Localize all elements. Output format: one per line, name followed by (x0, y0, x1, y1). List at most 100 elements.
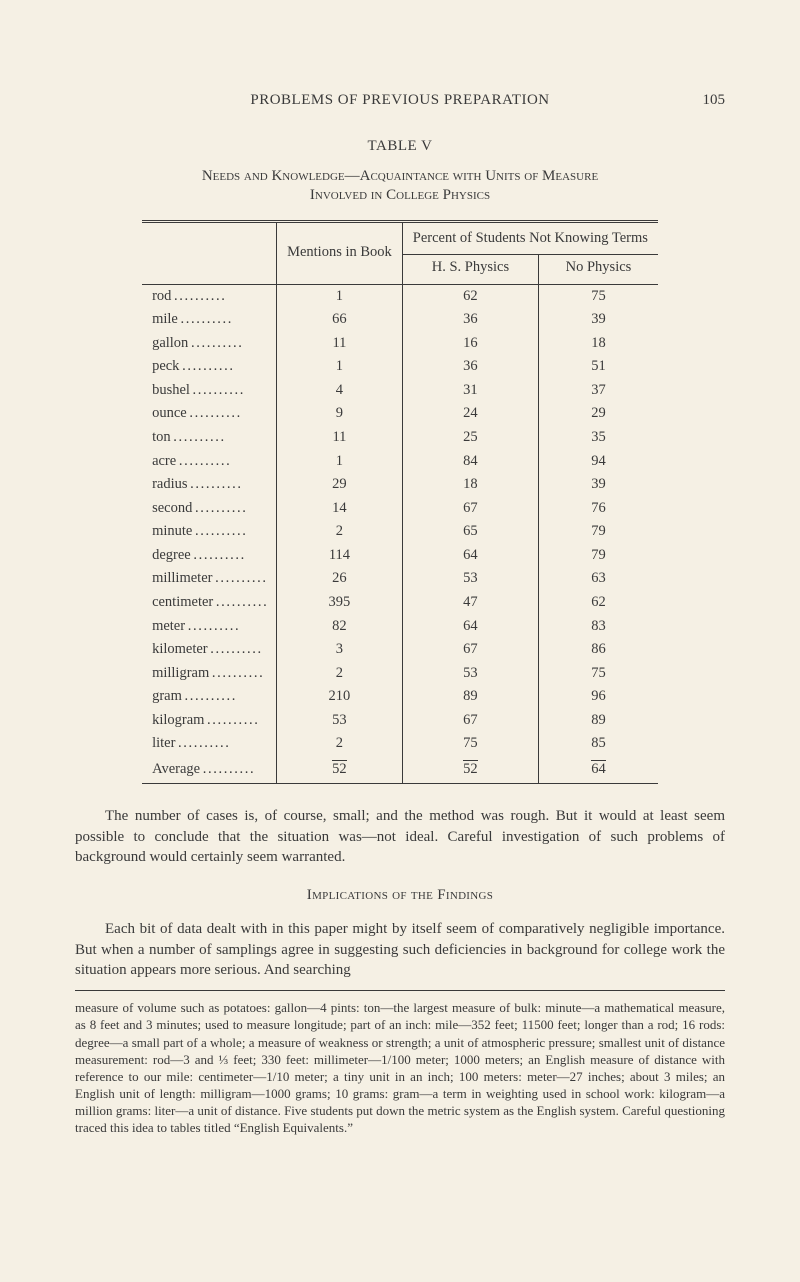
row-hs: 84 (402, 450, 538, 474)
row-nop: 96 (539, 685, 658, 709)
row-mentions: 66 (277, 308, 403, 332)
table-row: gallon111618 (142, 332, 658, 356)
table-row: gram2108996 (142, 685, 658, 709)
running-head: PROBLEMS OF PREVIOUS PREPARATION (115, 90, 685, 110)
row-mentions: 3 (277, 638, 403, 662)
row-label: ton (152, 429, 223, 445)
col-percent-spanner: Percent of Students Not Knowing Terms (402, 221, 658, 255)
row-label: bushel (152, 382, 242, 398)
row-nop: 86 (539, 638, 658, 662)
row-hs: 67 (402, 497, 538, 521)
body-paragraph-2: Each bit of data dealt with in this pape… (75, 919, 725, 980)
row-label: centimeter (152, 594, 266, 610)
table-label: TABLE V (75, 136, 725, 156)
row-hs: 24 (402, 402, 538, 426)
row-mentions: 14 (277, 497, 403, 521)
col-no-physics: No Physics (539, 255, 658, 285)
row-hs: 36 (402, 308, 538, 332)
row-nop: 83 (539, 615, 658, 639)
table-row: acre18494 (142, 450, 658, 474)
row-nop: 79 (539, 544, 658, 568)
avg-nop: 64 (591, 760, 606, 777)
row-label: minute (152, 523, 245, 539)
caption-line-2: Involved in College Physics (310, 187, 490, 203)
row-label: milligram (152, 665, 262, 681)
row-label: meter (152, 618, 238, 634)
row-label: acre (152, 453, 229, 469)
table-row: minute 26579 (142, 520, 658, 544)
row-label: liter (152, 735, 228, 751)
table-row: ton112535 (142, 426, 658, 450)
table-average-row: Average 52 52 64 (142, 756, 658, 784)
row-nop: 79 (539, 520, 658, 544)
row-hs: 64 (402, 615, 538, 639)
row-mentions: 26 (277, 567, 403, 591)
table-row: milligram25375 (142, 662, 658, 686)
row-hs: 53 (402, 567, 538, 591)
row-mentions: 395 (277, 591, 403, 615)
row-hs: 65 (402, 520, 538, 544)
footnote-text: measure of volume such as potatoes: gall… (75, 999, 725, 1136)
row-nop: 62 (539, 591, 658, 615)
row-nop: 94 (539, 450, 658, 474)
table-row: radius291839 (142, 473, 658, 497)
table-row: kilogram536789 (142, 709, 658, 733)
page-number: 105 (685, 90, 725, 110)
table-row: bushel43137 (142, 379, 658, 403)
row-nop: 85 (539, 732, 658, 756)
table-row: peck13651 (142, 355, 658, 379)
row-nop: 18 (539, 332, 658, 356)
row-nop: 29 (539, 402, 658, 426)
row-mentions: 1 (277, 284, 403, 308)
row-nop: 89 (539, 709, 658, 733)
table-row: centimeter 3954762 (142, 591, 658, 615)
row-mentions: 11 (277, 426, 403, 450)
table-row: liter 27585 (142, 732, 658, 756)
row-hs: 64 (402, 544, 538, 568)
row-nop: 37 (539, 379, 658, 403)
row-label: mile (152, 311, 230, 327)
col-hs-physics: H. S. Physics (402, 255, 538, 285)
row-hs: 16 (402, 332, 538, 356)
avg-mentions: 52 (332, 760, 347, 777)
row-mentions: 2 (277, 732, 403, 756)
row-nop: 39 (539, 308, 658, 332)
row-label: millimeter (152, 570, 265, 586)
table-row: rod16275 (142, 284, 658, 308)
row-label: gallon (152, 335, 241, 351)
row-nop: 75 (539, 662, 658, 686)
row-label: degree (152, 547, 243, 563)
table-caption: Needs and Knowledge—Acquaintance with Un… (75, 167, 725, 206)
caption-line-1: Needs and Knowledge—Acquaintance with Un… (202, 168, 598, 184)
row-mentions: 9 (277, 402, 403, 426)
row-nop: 76 (539, 497, 658, 521)
row-hs: 62 (402, 284, 538, 308)
row-label: ounce (152, 405, 239, 421)
row-nop: 39 (539, 473, 658, 497)
footnote-separator (75, 990, 725, 991)
row-mentions: 1 (277, 355, 403, 379)
row-nop: 63 (539, 567, 658, 591)
table-row: second 146776 (142, 497, 658, 521)
table-row: mile 663639 (142, 308, 658, 332)
row-mentions: 2 (277, 662, 403, 686)
row-hs: 47 (402, 591, 538, 615)
row-mentions: 82 (277, 615, 403, 639)
row-hs: 67 (402, 638, 538, 662)
table-body: rod16275mile663639gallon111618peck13651b… (142, 284, 658, 756)
row-hs: 36 (402, 355, 538, 379)
table-row: degree1146479 (142, 544, 658, 568)
avg-hs: 52 (463, 760, 478, 777)
row-mentions: 2 (277, 520, 403, 544)
row-hs: 75 (402, 732, 538, 756)
row-hs: 18 (402, 473, 538, 497)
row-nop: 75 (539, 284, 658, 308)
row-label: second (152, 500, 245, 516)
row-mentions: 4 (277, 379, 403, 403)
row-mentions: 53 (277, 709, 403, 733)
table-row: millimeter 265363 (142, 567, 658, 591)
row-hs: 67 (402, 709, 538, 733)
section-heading: Implications of the Findings (75, 885, 725, 905)
row-mentions: 29 (277, 473, 403, 497)
row-label: kilometer (152, 641, 260, 657)
